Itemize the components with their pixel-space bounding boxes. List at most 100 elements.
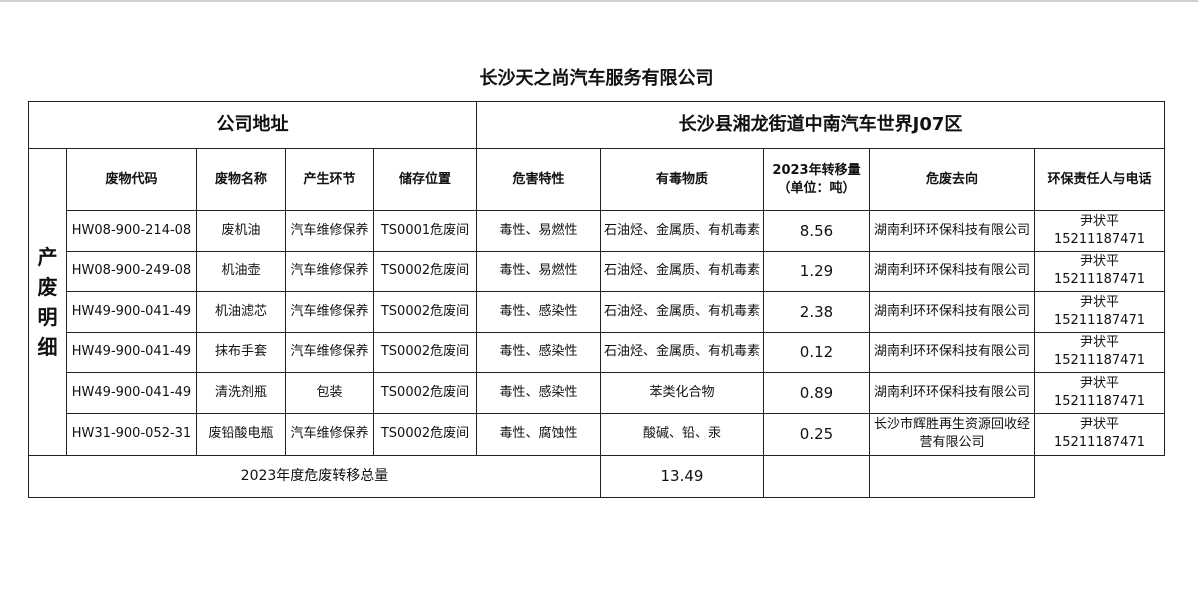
contact: 尹状平 15211187471 [1034,291,1165,333]
side-char: 细 [37,334,58,359]
total-value: 13.49 [600,454,764,498]
destination-line2: 营有限公司 [919,435,985,450]
table-row: HW08-900-249-08 机油壶 汽车维修保养 TS0002危废间 毒性、易燃性石… [29,250,1165,292]
side-char: 明 [37,304,58,329]
side-char: 产 [37,244,58,269]
waste-name: 废铅酸电瓶 [196,412,286,456]
hazard-property: 毒性、感染性 [476,372,601,414]
contact-person: 尹状平 [1079,417,1119,432]
contact-phone: 15211187471 [1054,393,1145,409]
contact-phone: 15211187471 [1054,272,1145,288]
hazard-property: 毒性、腐蚀性 [476,412,601,456]
contact: 尹状平 15211187471 [1034,331,1165,373]
contact: 尹状平 15211187471 [1034,372,1165,414]
contact-person: 尹状平 [1079,294,1119,310]
destination-line1: 湖南利环环保科技有限公司 [873,263,1030,279]
transfer-amount: 8.56 [763,210,870,252]
side-label: 产 废 明 细 [28,148,67,456]
waste-code: HW08-900-214-08 [66,210,197,252]
storage-location: TS0001危废间 [373,210,477,252]
hazard-property: 毒性、易燃性 [476,250,601,292]
destination: 湖南利环环保科技有限公司 [869,291,1035,333]
generation-stage: 汽车维修保养 [285,291,374,333]
storage-location: TS0002危废间 [373,250,477,292]
contact-person: 尹状平 [1079,254,1119,270]
destination: 湖南利环环保科技有限公司 [869,372,1035,414]
destination-line1: 湖南利环环保科技有限公司 [873,344,1030,360]
total-label: 2023年度危废转移总量 [28,454,601,498]
contact-person: 尹状平 [1079,375,1119,391]
generation-stage: 汽车维修保养 [285,250,374,292]
generation-stage: 汽车维修保养 [285,412,374,456]
transfer-amount: 0.25 [763,412,870,456]
col-header-storage: 储存位置 [373,148,477,211]
col-header-stage: 产生环节 [285,148,374,211]
amount-header-line2: （单位：吨） [777,180,856,196]
amount-header-line1: 2023年转移量 [772,162,861,178]
hazard-property: 毒性、感染性 [476,331,601,373]
destination-line1: 湖南利环环保科技有限公司 [873,222,1030,238]
side-char: 废 [37,274,58,299]
waste-code: HW49-900-041-49 [66,331,197,373]
page-title: 长沙天之尚汽车服务有限公司 [479,68,714,89]
total-empty-1 [763,454,870,498]
col-header-code: 废物代码 [66,148,197,211]
contact: 尹状平 15211187471 [1034,412,1165,456]
storage-location: TS0002危废间 [373,412,477,456]
contact-phone: 15211187471 [1054,435,1145,450]
table-row: HW49-900-041-49 机油滤芯 汽车维修保养 TS0002危废间 毒性、感染性… [29,291,1165,333]
table-row: HW08-900-214-08 废机油 汽车维修保养 TS0001危废间 毒性、易燃性石… [29,210,1165,252]
toxic-substance: 苯类化合物 [600,372,764,414]
hazard-property: 毒性、易燃性 [476,210,601,252]
toxic-substance: 酸碱、铅、汞 [600,412,764,456]
toxic-substance: 石油烃、金属质、有机毒素 [600,250,764,292]
destination: 长沙市辉胜再生资源回收经 营有限公司 [869,412,1035,456]
transfer-amount: 2.38 [763,291,870,333]
waste-name: 清洗剂瓶 [196,372,286,414]
address-value: 长沙县湘龙街道中南汽车世界J07区 [476,101,1165,149]
contact-phone: 15211187471 [1054,231,1145,247]
hazardous-waste-table: 公司地址 长沙县湘龙街道中南汽车世界J07区 产 废 明 细 废物代码 废物名称… [28,101,1165,498]
storage-location: TS0002危废间 [373,372,477,414]
col-header-contact: 环保责任人与电话 [1034,148,1165,211]
table-row: HW31-900-052-31 废铅酸电瓶 汽车维修保养 TS0002危废间 毒性、腐蚀… [29,412,1165,456]
transfer-amount: 1.29 [763,250,870,292]
waste-code: HW08-900-249-08 [66,250,197,292]
total-empty-2 [869,454,1035,498]
col-header-amount: 2023年转移量 （单位：吨） [763,148,870,211]
waste-code: HW49-900-041-49 [66,291,197,333]
waste-code: HW49-900-041-49 [66,372,197,414]
waste-name: 机油滤芯 [196,291,286,333]
col-header-hazard: 危害特性 [476,148,601,211]
waste-name: 机油壶 [196,250,286,292]
destination: 湖南利环环保科技有限公司 [869,331,1035,373]
hazard-property: 毒性、感染性 [476,291,601,333]
toxic-substance: 石油烃、金属质、有机毒素 [600,291,764,333]
destination-line1: 长沙市辉胜再生资源回收经 [873,417,1030,432]
destination: 湖南利环环保科技有限公司 [869,210,1035,252]
destination-line1: 湖南利环环保科技有限公司 [873,303,1030,319]
contact: 尹状平 15211187471 [1034,250,1165,292]
generation-stage: 汽车维修保养 [285,331,374,373]
waste-code: HW31-900-052-31 [66,412,197,456]
col-header-toxic: 有毒物质 [600,148,764,211]
top-border [0,0,1198,2]
destination: 湖南利环环保科技有限公司 [869,250,1035,292]
col-header-dest: 危废去向 [869,148,1035,211]
waste-name: 废机油 [196,210,286,252]
storage-location: TS0002危废间 [373,291,477,333]
generation-stage: 汽车维修保养 [285,210,374,252]
destination-line1: 湖南利环环保科技有限公司 [873,384,1030,400]
table-row: HW49-900-041-49 抹布手套 汽车维修保养 TS0002危废间 毒性、感染性… [29,331,1165,373]
toxic-substance: 石油烃、金属质、有机毒素 [600,210,764,252]
contact-phone: 15211187471 [1054,312,1145,328]
address-label: 公司地址 [28,101,477,149]
generation-stage: 包装 [285,372,374,414]
table-row: HW49-900-041-49 清洗剂瓶 包装 TS0002危废间 毒性、感染性 苯类化合… [29,372,1165,414]
transfer-amount: 0.12 [763,331,870,373]
toxic-substance: 石油烃、金属质、有机毒素 [600,331,764,373]
contact: 尹状平 15211187471 [1034,210,1165,252]
contact-phone: 15211187471 [1054,353,1145,369]
col-header-name: 废物名称 [196,148,286,211]
waste-name: 抹布手套 [196,331,286,373]
